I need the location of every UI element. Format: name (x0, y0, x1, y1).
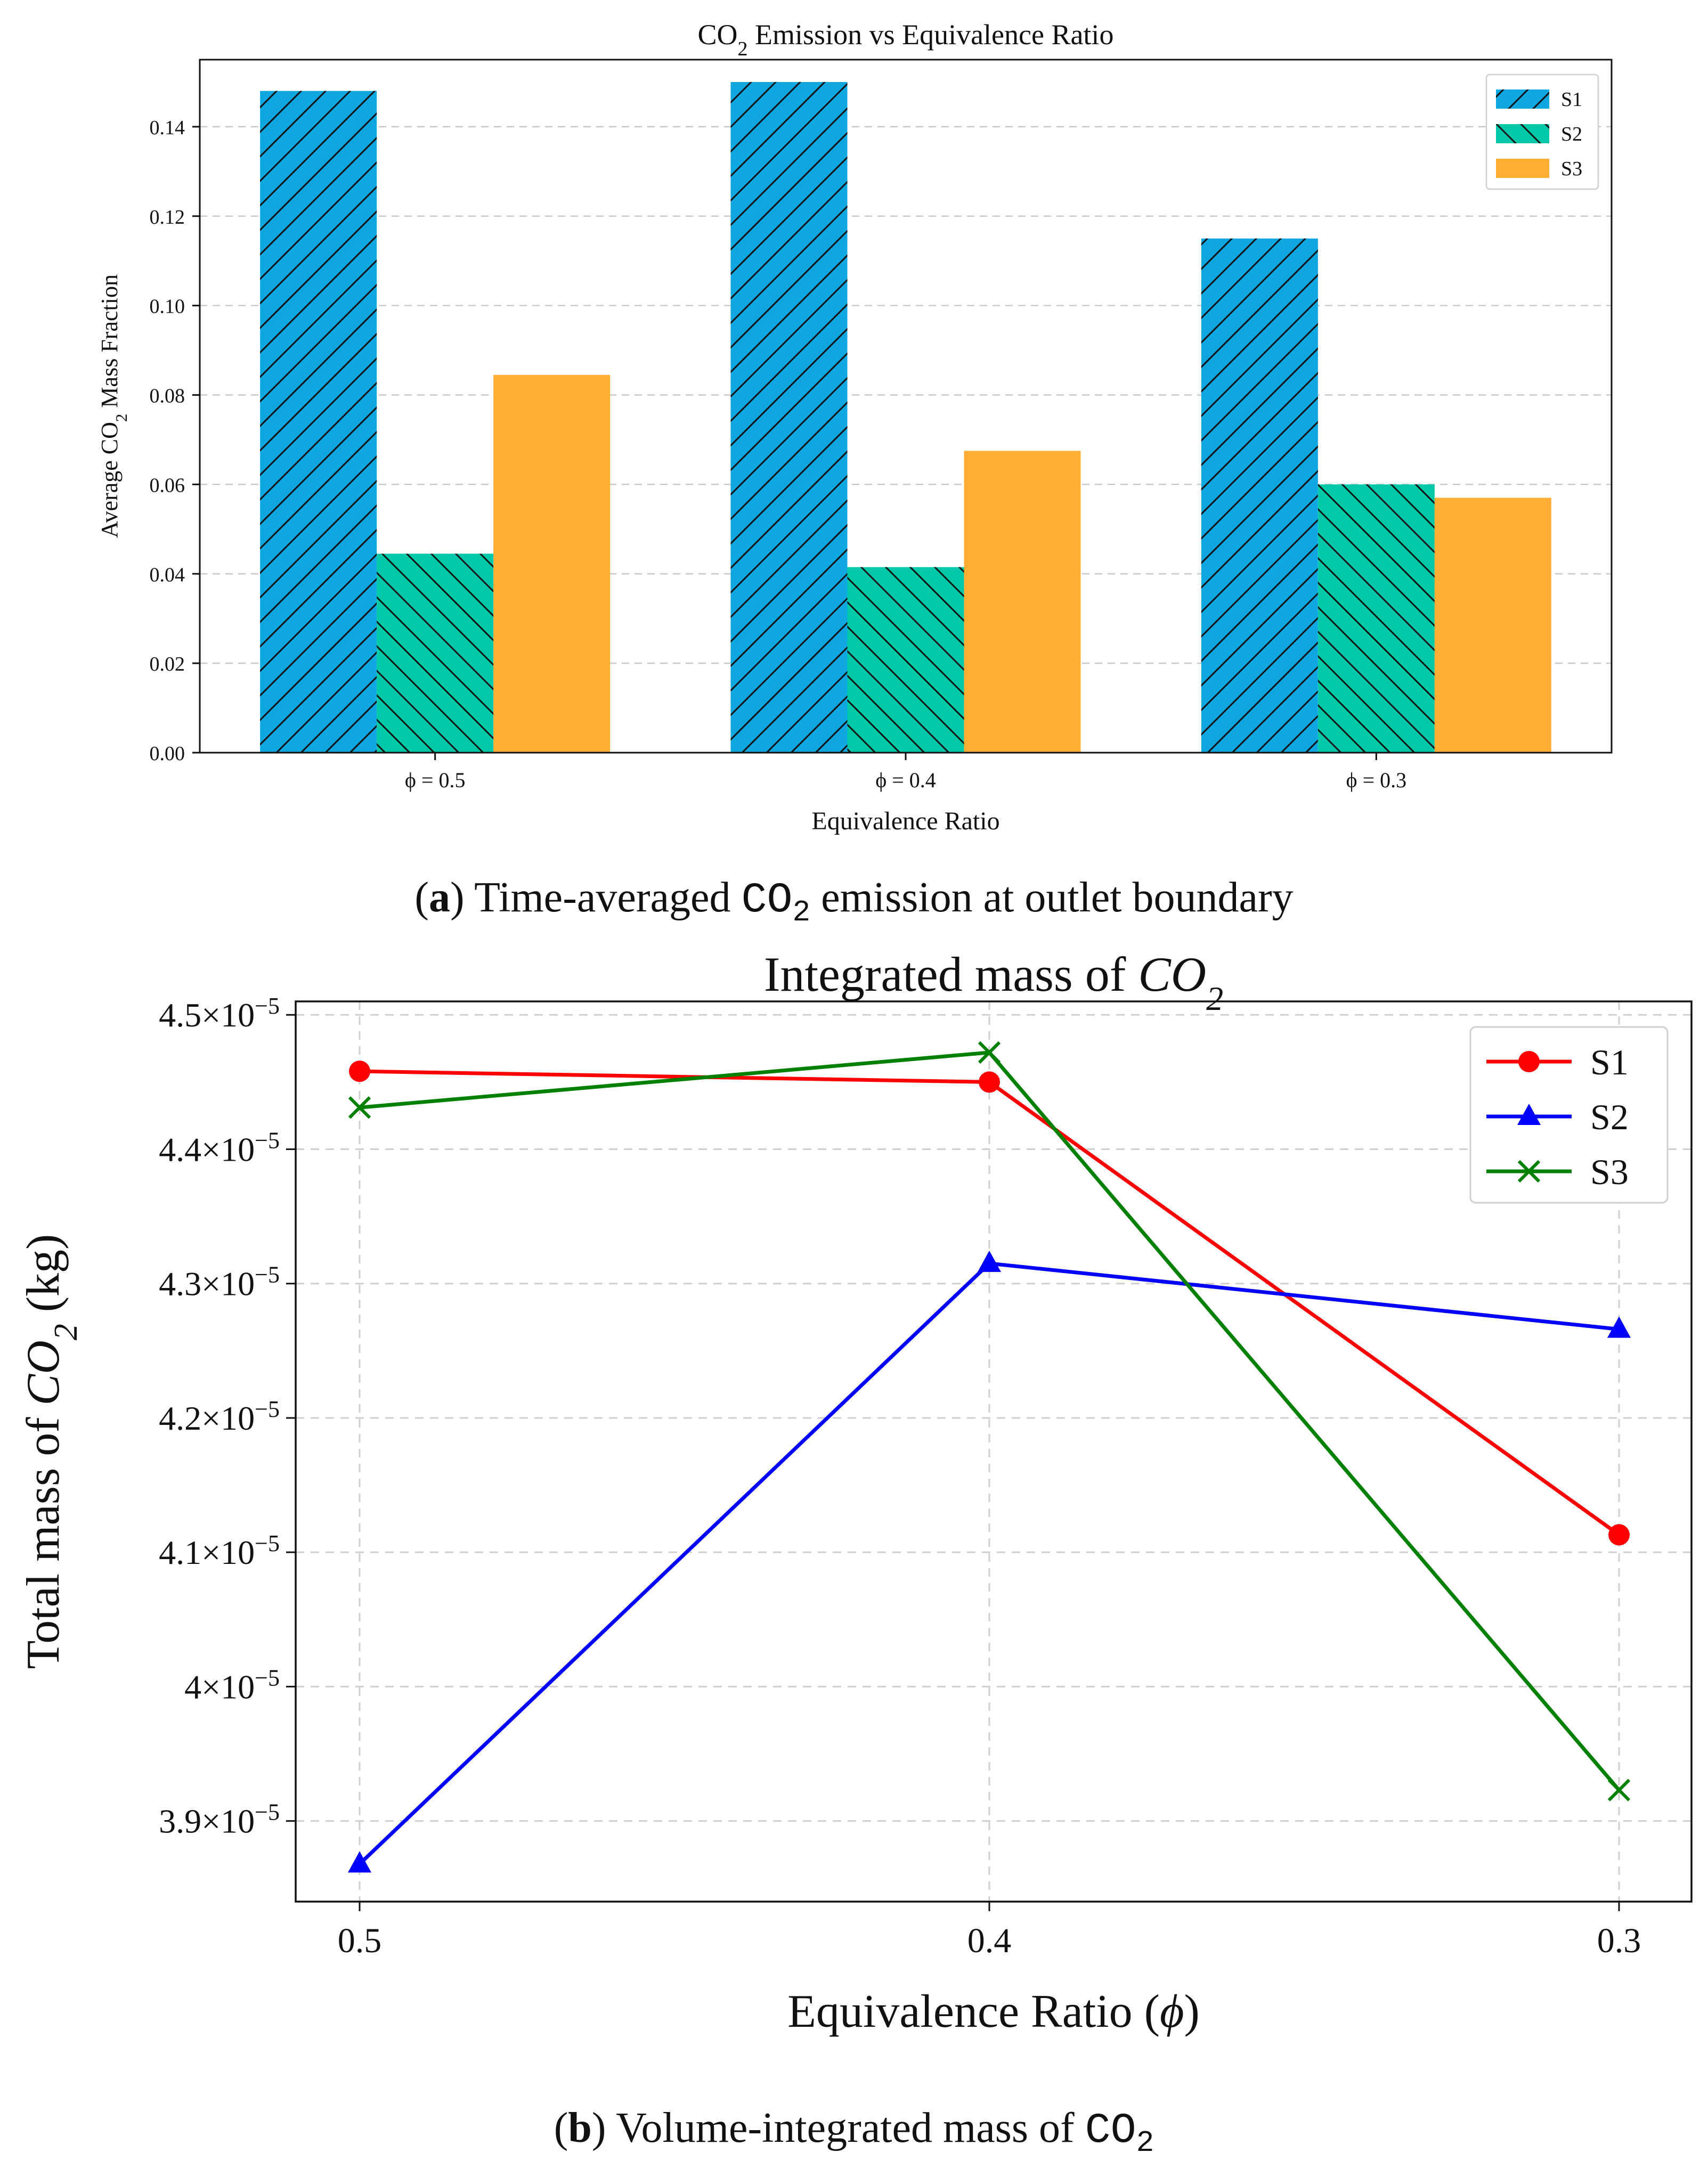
plot-frame (199, 59, 1613, 754)
y-tick-label: 0.02 (150, 653, 185, 675)
x-tick-label: ϕ = 0.5 (405, 768, 466, 792)
caption-a-label: a (428, 874, 450, 921)
chart-b: Integrated mass of CO2 3.9×10−5 4×10−5 4.1×… (18, 948, 1693, 2037)
x-tick-label: ϕ = 0.4 (875, 768, 936, 792)
bar-hatch-s2 (1317, 484, 1435, 753)
bar-s3 (964, 451, 1081, 753)
legend-label-s1: S1 (1590, 1042, 1629, 1082)
legend-label-s3: S3 (1590, 1152, 1629, 1192)
legend-label-s2: S2 (1561, 123, 1582, 145)
legend-swatch-hatch-s1 (1496, 89, 1549, 109)
marker-s2 (1517, 1104, 1541, 1125)
bar-s3 (493, 374, 611, 753)
y-axis-label: Average CO2 Mass Fraction (96, 274, 131, 538)
y-tick-label: 4.1×10−5 (159, 1530, 280, 1571)
caption-b-text: Volume-integrated mass of (616, 2105, 1085, 2151)
y-tick-label: 4.4×10−5 (159, 1127, 280, 1168)
chart-a-title: CO2 Emission vs Equivalence Ratio (698, 19, 1114, 60)
y-tick-label: 0.10 (150, 296, 185, 318)
y-tick-label: 4.5×10−5 (159, 993, 280, 1034)
y-tick-label: 0.08 (150, 385, 185, 407)
y-tick-label: 4×10−5 (184, 1665, 280, 1706)
x-tick-label: 0.4 (967, 1921, 1012, 1960)
bar-s3 (1434, 498, 1551, 753)
x-axis-label: Equivalence Ratio (811, 807, 999, 835)
marker-s2 (978, 1250, 1001, 1272)
marker-s3 (978, 1041, 1001, 1064)
chart-a: CO2 Emission vs Equivalence Ratio 0.00 0.0… (96, 19, 1613, 835)
legend-label-s3: S3 (1561, 158, 1582, 180)
x-axis-label: Equivalence Ratio (ϕ) (787, 1986, 1200, 2037)
caption-a-text-after: emission at outlet boundary (810, 874, 1294, 921)
legend-label-s2: S2 (1590, 1097, 1629, 1137)
caption-b: (b) Volume-integrated mass of CO2 (554, 2105, 1154, 2160)
line-s2 (358, 1261, 1620, 1865)
y-tick-label: 3.9×10−5 (159, 1799, 280, 1840)
caption-b-label: b (568, 2105, 592, 2151)
bar-hatch-s2 (377, 553, 494, 753)
caption-a-chem: CO (741, 876, 793, 925)
marker-s1 (1518, 1051, 1540, 1072)
bar-hatch-s1 (1201, 238, 1318, 753)
y-tick-label: 0.04 (150, 564, 185, 586)
caption-b-chem-sub: 2 (1136, 2126, 1154, 2160)
bar-hatch-s1 (730, 81, 848, 753)
caption-a-chem-sub: 2 (792, 895, 811, 929)
x-tick-label: 0.5 (338, 1921, 382, 1960)
y-tick-label: 0.06 (150, 474, 185, 496)
caption-a: (a) Time-averaged CO2 emission at outlet… (414, 874, 1294, 929)
caption-a-text: Time-averaged (474, 874, 742, 921)
marker-s2 (348, 1851, 371, 1873)
marker-s1 (1608, 1524, 1630, 1546)
marker-s2 (1607, 1316, 1631, 1338)
y-tick-label: 4.3×10−5 (159, 1262, 280, 1303)
marker-s1 (979, 1071, 1000, 1093)
x-tick-label: ϕ = 0.3 (1346, 768, 1407, 792)
y-tick-label: 0.00 (150, 743, 185, 765)
bar-hatch-s2 (847, 567, 964, 753)
marker-s1 (349, 1061, 370, 1082)
x-tick-label: 0.3 (1597, 1921, 1641, 1960)
marker-s3 (1607, 1779, 1631, 1801)
legend-swatch-s3 (1496, 159, 1549, 178)
chart-b-title: Integrated mass of CO2 (764, 948, 1223, 1017)
legend-label-s1: S1 (1561, 88, 1582, 111)
y-axis-label: Total mass of CO2 (kg) (18, 1234, 84, 1669)
y-tick-label: 0.12 (150, 206, 185, 229)
bar-hatch-s1 (260, 91, 377, 753)
marker-s3 (348, 1096, 371, 1119)
legend-swatch-hatch-s2 (1496, 124, 1549, 143)
y-tick-label: 4.2×10−5 (159, 1396, 280, 1437)
marker-s3 (1517, 1160, 1541, 1183)
plot-frame (295, 1000, 1693, 1903)
y-tick-label: 0.14 (150, 117, 185, 139)
caption-b-chem: CO (1085, 2107, 1136, 2155)
